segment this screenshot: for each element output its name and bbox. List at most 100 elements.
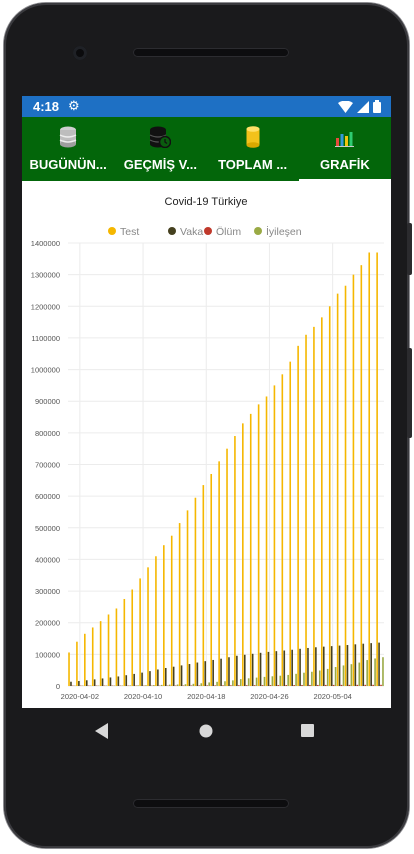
tab-grafik[interactable]: GRAFİK (298, 117, 391, 181)
bar-ölüm (293, 685, 295, 686)
bar-i̇yileşen (342, 665, 345, 686)
app-screen: 4:18 ⚙ BUGÜNÜN... (22, 96, 391, 708)
x-tick-label: 2020-04-02 (61, 692, 99, 701)
battery-icon (373, 100, 381, 113)
bar-vaka (299, 648, 301, 686)
front-camera-icon (73, 46, 87, 60)
bar-i̇yileşen (216, 681, 218, 686)
bar-test (305, 334, 307, 686)
y-tick-label: 400000 (35, 555, 60, 564)
bar-ölüm (190, 685, 193, 686)
y-tick-label: 1300000 (31, 271, 60, 280)
bar-ölüm (222, 685, 224, 686)
recents-icon[interactable] (301, 724, 314, 737)
database-history-icon (114, 126, 206, 148)
bar-vaka (315, 647, 317, 686)
bar-test (84, 633, 86, 686)
bottom-speaker (133, 799, 289, 808)
covid-chart[interactable]: Covid-19 Türkiye Test Vaka Ölüm İyileşen 0 1… (22, 181, 391, 708)
bar-test (107, 614, 110, 686)
bar-i̇yileşen (358, 662, 361, 686)
bar-vaka (125, 675, 128, 686)
bar-ölüm (285, 685, 288, 686)
bar-i̇yileşen (184, 684, 187, 686)
back-icon[interactable] (95, 723, 109, 739)
bar-vaka (172, 666, 175, 686)
bar-test (139, 578, 141, 686)
bar-test (289, 361, 292, 686)
bar-test (321, 317, 323, 686)
bar-test (76, 641, 78, 686)
y-tick-label: 300000 (35, 587, 60, 596)
bar-ölüm (324, 684, 327, 686)
status-icons (338, 100, 381, 113)
legend-marker (168, 227, 176, 235)
bar-i̇yileşen (366, 660, 368, 686)
bar-vaka (354, 644, 357, 686)
y-tick-label: 1400000 (31, 239, 60, 248)
bar-vaka (133, 673, 135, 686)
chart-title: Covid-19 Türkiye (165, 196, 248, 208)
bar-i̇yileşen (334, 667, 337, 686)
gear-icon: ⚙ (68, 98, 80, 113)
bar-i̇yileşen (287, 674, 289, 686)
bar-i̇yileşen (303, 672, 305, 686)
x-tick-label: 2020-04-18 (187, 692, 225, 701)
bar-test (170, 535, 173, 686)
bar-test (186, 510, 189, 686)
tab-bar: BUGÜNÜN... GEÇMİŞ V... (22, 117, 391, 181)
bar-vaka (157, 669, 159, 686)
bar-test (115, 608, 118, 686)
bar-test (265, 396, 268, 686)
home-icon[interactable] (199, 724, 213, 738)
bar-vaka (70, 681, 72, 686)
tab-gecmis[interactable]: GEÇMİŞ V... (114, 117, 206, 181)
chart-grid (68, 242, 384, 687)
bar-vaka (93, 679, 96, 686)
bar-test (131, 589, 134, 686)
cylinder-icon (207, 126, 299, 148)
tab-toplam[interactable]: TOPLAM ... (207, 117, 299, 181)
bar-i̇yileşen (176, 684, 179, 686)
bar-i̇yileşen (255, 677, 258, 686)
bar-ölüm (206, 685, 209, 686)
bar-vaka (188, 664, 191, 686)
volume-button (407, 348, 412, 438)
bar-ölüm (372, 684, 374, 686)
bar-test (328, 306, 331, 686)
chart-bars (68, 252, 384, 686)
bar-i̇yileşen (374, 658, 376, 686)
wifi-icon (338, 100, 353, 113)
android-nav-bar (22, 708, 391, 754)
x-axis: 2020-04-02 2020-04-10 2020-04-18 2020-04-26… (61, 692, 352, 701)
tab-bugunun[interactable]: BUGÜNÜN... (22, 117, 114, 181)
y-tick-label: 1000000 (31, 366, 60, 375)
bar-i̇yileşen (168, 684, 171, 686)
bar-vaka (378, 642, 380, 686)
bar-test (368, 252, 371, 686)
bar-ölüm (198, 685, 201, 686)
bar-vaka (228, 657, 230, 686)
bar-test (281, 374, 284, 686)
bar-i̇yileşen (318, 670, 321, 686)
bar-ölüm (230, 685, 232, 686)
y-tick-label: 900000 (35, 397, 60, 406)
bar-i̇yileşen (145, 685, 147, 686)
bar-test (202, 485, 205, 686)
database-icon (22, 126, 114, 148)
bar-test (313, 326, 315, 686)
bar-vaka (117, 676, 120, 686)
tab-label: BUGÜNÜN... (29, 157, 107, 172)
bar-ölüm (269, 685, 272, 686)
bar-vaka (180, 665, 183, 686)
y-tick-label: 700000 (35, 461, 60, 470)
bar-i̇yileşen (279, 675, 282, 686)
y-axis: 0 100000 200000 300000 400000 500000 600000 700… (31, 239, 60, 691)
bar-vaka (164, 667, 167, 686)
bar-i̇yileşen (153, 685, 155, 686)
bar-vaka (283, 650, 286, 686)
bar-ölüm (253, 685, 256, 686)
tab-label: GRAFİK (319, 157, 370, 172)
y-tick-label: 800000 (35, 429, 60, 438)
bar-ölüm (277, 685, 280, 686)
